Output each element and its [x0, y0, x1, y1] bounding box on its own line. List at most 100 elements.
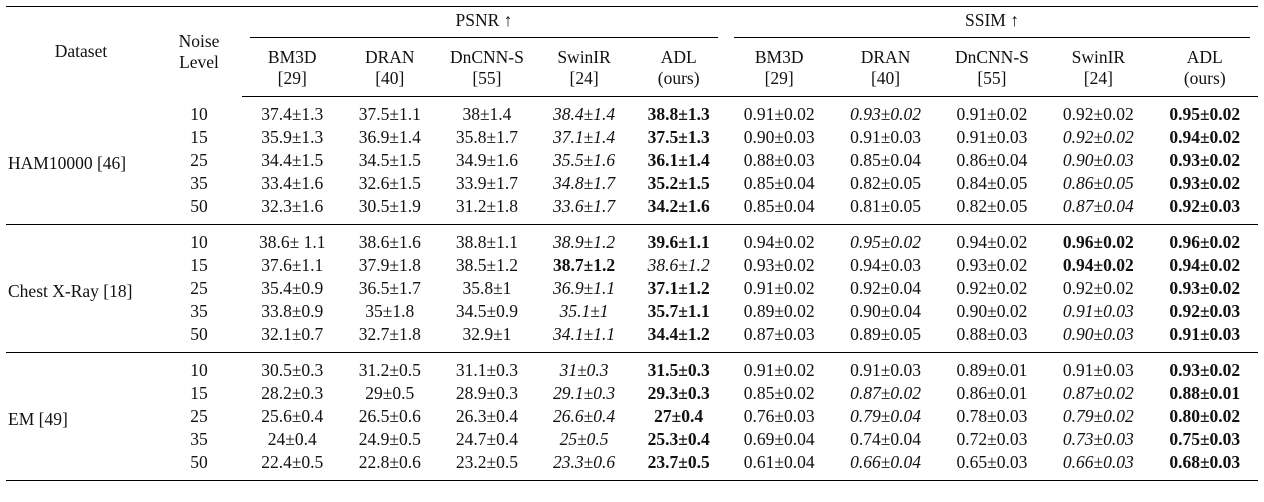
dataset-section: HAM10000 [46] 10 37.4±1.3 37.5±1.1 38±1.4 38.… — [6, 97, 1258, 225]
method-name: BM3D — [754, 47, 804, 67]
method-name: SwinIR — [1071, 47, 1126, 67]
metric-cell: 0.93±0.02 — [743, 255, 815, 275]
data-row: EM [49] 10 30.5±0.3 31.2±0.5 31.1±0.3 31±0.3 3… — [6, 353, 1258, 429]
metric-cell: 0.86±0.05 — [1062, 173, 1134, 193]
method-name: DRAN — [364, 47, 415, 67]
method-ref: (ours) — [657, 68, 700, 88]
metric-cell: 0.93±0.02 — [1169, 150, 1241, 170]
metric-cell: 0.93±0.02 — [956, 255, 1028, 275]
metric-cell: 0.92±0.02 — [1062, 104, 1134, 124]
metric-cell: 0.74±0.04 — [850, 429, 921, 449]
metric-cell: 0.90±0.02 — [956, 301, 1028, 321]
noise-level: 25 — [190, 278, 208, 298]
metric-cell: 26.5±0.6 — [358, 406, 421, 426]
metric-cell: 0.91±0.02 — [956, 104, 1028, 124]
metric-cell: 0.91±0.03 — [1062, 360, 1134, 380]
noise-level: 25 — [190, 150, 208, 170]
metric-cell: 37.9±1.8 — [358, 255, 421, 275]
metric-cell: 34.4±1.2 — [647, 324, 710, 344]
metric-cell: 0.89±0.01 — [956, 360, 1028, 380]
metric-cell: 33.8±0.9 — [261, 301, 324, 321]
method-name: ADL — [1186, 47, 1223, 67]
metric-cell: 0.66±0.03 — [1062, 452, 1134, 472]
metric-cell: 31.5±0.3 — [647, 360, 710, 380]
metric-cell: 37.1±1.2 — [647, 278, 710, 298]
metric-cell: 36.1±1.4 — [647, 150, 710, 170]
method-row: BM3D [29] DRAN [40] DnCNN-S [55] SwinIR [24] ADL… — [6, 40, 1258, 97]
method-name: BM3D — [267, 47, 317, 67]
noise-level: 10 — [190, 360, 208, 380]
metric-cell: 0.69±0.04 — [743, 429, 815, 449]
noise-level: 15 — [190, 127, 208, 147]
metric-cell: 35.5±1.6 — [553, 150, 616, 170]
metric-cell: 23.2±0.5 — [455, 452, 518, 472]
data-row: HAM10000 [46] 10 37.4±1.3 37.5±1.1 38±1.4 38.… — [6, 97, 1258, 173]
metric-cell: 38.7±1.2 — [553, 255, 616, 275]
metric-cell: 0.82±0.05 — [850, 173, 921, 193]
metric-cell: 0.94±0.02 — [1169, 255, 1241, 275]
metric-cell: 31.2±0.5 — [358, 360, 421, 380]
metric-cell: 36.9±1.1 — [553, 278, 616, 298]
metric-cell: 32.1±0.7 — [261, 324, 324, 344]
method-ref: [40] — [870, 68, 901, 88]
metric-cell: 0.94±0.02 — [1062, 255, 1134, 275]
metric-cell: 38.6±1.6 — [358, 232, 421, 252]
metric-cell: 35.1±1 — [559, 301, 609, 321]
method-name: ADL — [660, 47, 697, 67]
metric-cell: 0.78±0.03 — [956, 406, 1028, 426]
metric-cell: 0.92±0.03 — [1169, 196, 1241, 216]
metric-cell: 33.9±1.7 — [455, 173, 518, 193]
metric-cell: 35.8±1 — [462, 278, 512, 298]
metric-cell: 34.2±1.6 — [647, 196, 710, 216]
metric-cell: 0.61±0.04 — [743, 452, 815, 472]
data-row: Chest X-Ray [18] 10 38.6± 1.1 38.6±1.6 38.8±… — [6, 225, 1258, 301]
metric-cell: 0.82±0.05 — [956, 196, 1028, 216]
metric-cell: 25.3±0.4 — [647, 429, 710, 449]
data-row: 25 35.4±0.9 36.5±1.7 35.8±1 36.9±1.1 37.1±1.2… — [6, 277, 1258, 300]
metric-cell: 0.91±0.02 — [743, 278, 815, 298]
metric-cell: 33.6±1.7 — [553, 196, 616, 216]
noise-level: 25 — [190, 406, 208, 426]
method-ref: [55] — [472, 68, 502, 88]
metric-cell: 31.2±1.8 — [455, 196, 518, 216]
metric-cell: 29±0.5 — [365, 383, 415, 403]
results-table: Dataset Noise Level PSNR ↑ SSIM ↑ BM3D [29… — [6, 6, 1258, 481]
method-ref: [55] — [977, 68, 1007, 88]
metric-cell: 28.9±0.3 — [455, 383, 518, 403]
metric-cell: 0.72±0.03 — [956, 429, 1028, 449]
metric-cell: 37.4±1.3 — [261, 104, 324, 124]
metric-cell: 0.88±0.03 — [743, 150, 815, 170]
metric-cell: 34.9±1.6 — [455, 150, 518, 170]
metric-cell: 0.96±0.02 — [1169, 232, 1241, 252]
metric-cell: 0.91±0.03 — [956, 127, 1028, 147]
metric-cell: 0.93±0.02 — [1169, 278, 1241, 298]
noise-level: 50 — [190, 196, 208, 216]
dataset-name: Chest X-Ray [18] — [8, 281, 133, 301]
metric-cell: 24±0.4 — [267, 429, 317, 449]
metric-cell: 0.94±0.02 — [743, 232, 815, 252]
metric-cell: 0.87±0.04 — [1062, 196, 1134, 216]
noise-level: 50 — [190, 324, 208, 344]
header-row: Dataset Noise Level PSNR ↑ SSIM ↑ — [6, 7, 1258, 72]
metric-cell: 0.91±0.03 — [1169, 324, 1241, 344]
method-header: SwinIR [24] — [1045, 40, 1152, 97]
metric-cell: 32.7±1.8 — [358, 324, 421, 344]
metric-cell: 29.3±0.3 — [647, 383, 710, 403]
metric-cell: 0.89±0.05 — [850, 324, 921, 344]
metric-cell: 0.75±0.03 — [1169, 429, 1241, 449]
metric-cell: 34.1±1.1 — [553, 324, 616, 344]
data-row: 35 24±0.4 24.9±0.5 24.7±0.4 25±0.5 25.3±0.4 0.… — [6, 428, 1258, 451]
method-header: BM3D [29] — [725, 40, 833, 97]
data-row: 35 33.8±0.9 35±1.8 34.5±0.9 35.1±1 35.7±1.1 0.… — [6, 300, 1258, 323]
data-row: 35 33.4±1.6 32.6±1.5 33.9±1.7 34.8±1.7 35.2±1… — [6, 172, 1258, 195]
metric-cell: 26.3±0.4 — [455, 406, 518, 426]
metric-cell: 0.84±0.05 — [956, 173, 1028, 193]
metric-cell: 28.2±0.3 — [261, 383, 324, 403]
method-header: DRAN [40] — [342, 40, 438, 97]
metric-cell: 35±1.8 — [365, 301, 415, 321]
metric-cell: 32.9±1 — [462, 324, 512, 344]
metric-cell: 34.4±1.5 — [261, 150, 324, 170]
metric-cell: 0.95±0.02 — [1169, 104, 1241, 124]
metric-cell: 0.79±0.04 — [850, 406, 921, 426]
metric-cell: 39.6±1.1 — [647, 232, 710, 252]
